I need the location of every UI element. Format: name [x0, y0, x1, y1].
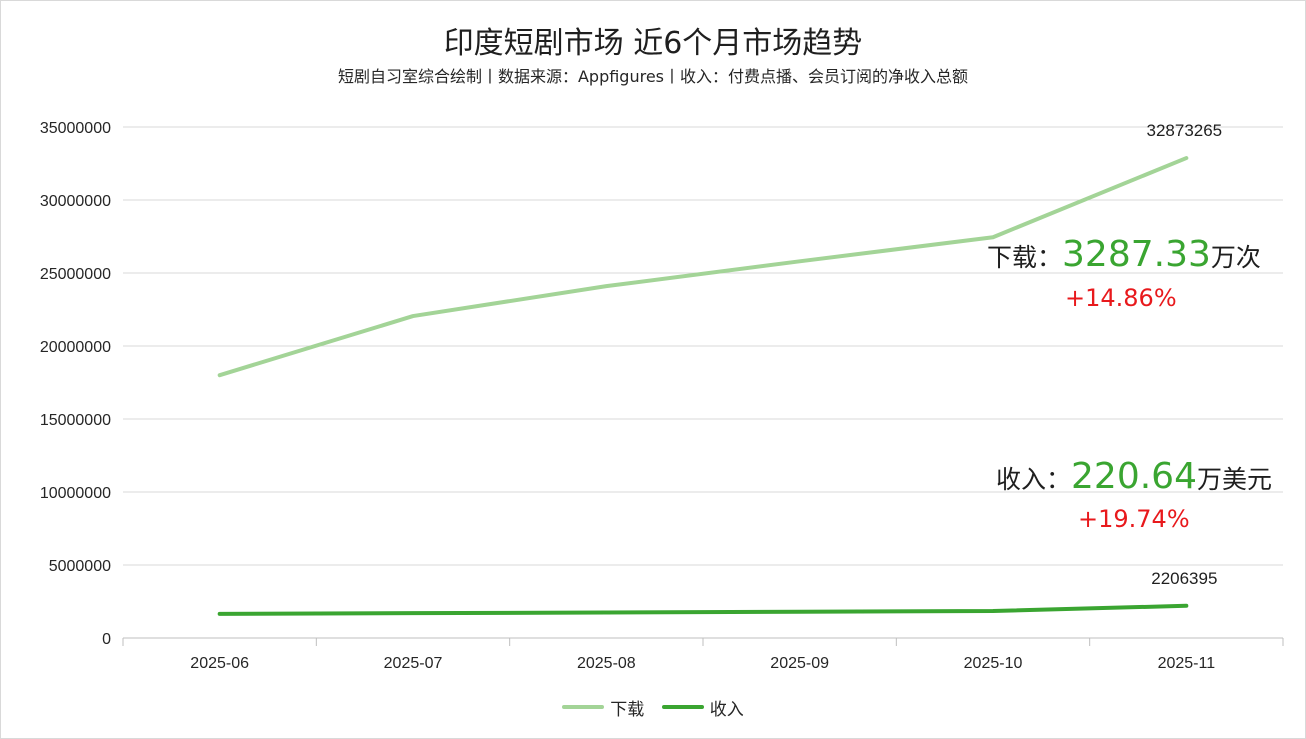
data-labels: 32873265 2206395: [1147, 121, 1223, 588]
data-point-revenue: [218, 612, 222, 616]
data-point-downloads: [1184, 156, 1188, 160]
data-point-revenue: [1184, 604, 1188, 608]
legend-label-downloads: 下载: [610, 699, 645, 720]
revenue-annotation-unit: 万美元: [1196, 465, 1272, 494]
x-tick-label: 2025-09: [770, 655, 829, 672]
legend-item-downloads[interactable]: 下载: [562, 695, 644, 720]
x-tick-label: 2025-06: [190, 655, 249, 672]
x-tick-label: 2025-08: [577, 655, 636, 672]
data-label-revenue: 2206395: [1151, 569, 1217, 588]
data-label-downloads: 32873265: [1147, 121, 1223, 140]
revenue-annotation: 收入：220.64万美元: [996, 456, 1272, 497]
legend-label-revenue: 收入: [709, 699, 744, 720]
legend: 下载 收入: [0, 694, 1306, 720]
y-tick-label: 35000000: [40, 120, 111, 137]
x-tick-label: 2025-07: [384, 655, 443, 672]
data-point-revenue: [411, 611, 415, 615]
x-tick-label: 2025-10: [964, 655, 1023, 672]
legend-swatch-downloads: [562, 705, 605, 709]
y-tick-label: 15000000: [40, 412, 111, 429]
data-point-downloads: [218, 373, 222, 377]
chart-title: 印度短剧市场 近6个月市场趋势: [443, 26, 863, 61]
downloads-annotation: 下载：3287.33万次: [987, 234, 1261, 275]
data-point-revenue: [604, 610, 608, 614]
series-line-downloads: [217, 156, 1189, 378]
y-tick-label: 5000000: [49, 558, 111, 575]
data-point-downloads: [991, 235, 995, 239]
revenue-change: +19.74%: [1078, 505, 1190, 533]
legend-item-revenue[interactable]: 收入: [661, 695, 744, 720]
revenue-annotation-label: 收入：: [996, 465, 1072, 494]
chart-subtitle: 短剧自习室综合绘制丨数据来源：Appfigures丨收入：付费点播、会员订阅的净…: [337, 67, 969, 86]
y-axis-ticks: 0 5000000 10000000 15000000 20000000 25000000…: [40, 120, 111, 648]
y-tick-label: 10000000: [40, 485, 111, 502]
downloads-change: +14.86%: [1065, 284, 1177, 312]
data-point-downloads: [411, 314, 415, 318]
data-point-revenue: [798, 610, 802, 614]
data-point-downloads: [798, 259, 802, 263]
data-point-downloads: [604, 284, 608, 288]
legend-swatch-revenue: [661, 705, 704, 709]
downloads-annotation-label: 下载：: [987, 243, 1063, 272]
revenue-annotation-value: 220.64: [1071, 456, 1197, 497]
series-lines: [217, 156, 1189, 616]
y-tick-label: 25000000: [40, 266, 111, 283]
downloads-annotation-unit: 万次: [1210, 243, 1261, 272]
series-line-revenue: [217, 603, 1189, 616]
data-point-revenue: [991, 609, 995, 613]
x-tick-label: 2025-11: [1158, 655, 1216, 672]
x-axis: 2025-06 2025-07 2025-08 2025-09 2025-10 2025-…: [122, 637, 1284, 672]
y-tick-label: 20000000: [40, 339, 111, 356]
gridlines: [123, 126, 1283, 566]
y-tick-label: 30000000: [40, 193, 111, 210]
downloads-annotation-value: 3287.33: [1062, 234, 1211, 275]
y-tick-label: 0: [102, 631, 111, 648]
